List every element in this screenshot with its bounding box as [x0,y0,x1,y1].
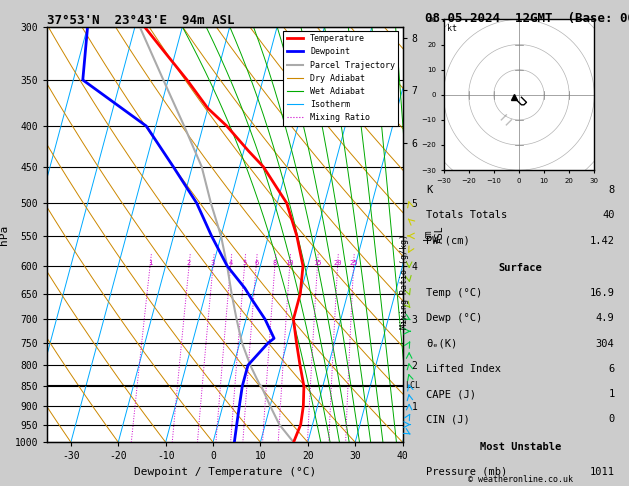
Text: kt: kt [447,24,457,33]
Text: 304: 304 [596,339,615,348]
Text: Dewp (°C): Dewp (°C) [426,313,482,323]
Text: 1011: 1011 [589,467,615,477]
Text: Most Unstable: Most Unstable [480,442,561,451]
Text: Lifted Index: Lifted Index [426,364,501,374]
Text: 5: 5 [242,260,247,266]
Text: 8: 8 [608,185,615,195]
Text: PW (cm): PW (cm) [426,236,470,245]
Text: Surface: Surface [499,263,542,273]
Text: Mixing Ratio (g/kg): Mixing Ratio (g/kg) [400,234,409,330]
Text: 0: 0 [608,415,615,424]
Text: © weatheronline.co.uk: © weatheronline.co.uk [468,474,573,484]
Text: Temp (°C): Temp (°C) [426,288,482,298]
Text: 20: 20 [333,260,342,266]
Text: Pressure (mb): Pressure (mb) [426,467,508,477]
Legend: Temperature, Dewpoint, Parcel Trajectory, Dry Adiabat, Wet Adiabat, Isotherm, Mi: Temperature, Dewpoint, Parcel Trajectory… [284,31,398,125]
Text: 8: 8 [273,260,277,266]
Text: 3: 3 [211,260,215,266]
Text: 6: 6 [608,364,615,374]
Text: CAPE (J): CAPE (J) [426,389,476,399]
Text: K: K [426,185,433,195]
Text: LCL: LCL [405,381,420,390]
Text: 6: 6 [254,260,259,266]
Text: 10: 10 [286,260,294,266]
Text: θₑ(K): θₑ(K) [426,339,458,348]
X-axis label: Dewpoint / Temperature (°C): Dewpoint / Temperature (°C) [134,467,316,477]
Text: 1.42: 1.42 [589,236,615,245]
Text: CIN (J): CIN (J) [426,415,470,424]
Text: 15: 15 [313,260,321,266]
Text: Totals Totals: Totals Totals [426,210,508,220]
Y-axis label: hPa: hPa [0,225,9,244]
Text: 25: 25 [349,260,358,266]
Text: 4: 4 [228,260,233,266]
Text: 37°53'N  23°43'E  94m ASL: 37°53'N 23°43'E 94m ASL [47,14,235,27]
Text: 40: 40 [602,210,615,220]
Y-axis label: km
ASL: km ASL [423,226,445,243]
Text: 16.9: 16.9 [589,288,615,298]
Text: 1: 1 [148,260,152,266]
Text: 2: 2 [187,260,191,266]
Text: 08.05.2024  12GMT  (Base: 00): 08.05.2024 12GMT (Base: 00) [425,12,629,25]
Text: 1: 1 [608,389,615,399]
Text: 4.9: 4.9 [596,313,615,323]
